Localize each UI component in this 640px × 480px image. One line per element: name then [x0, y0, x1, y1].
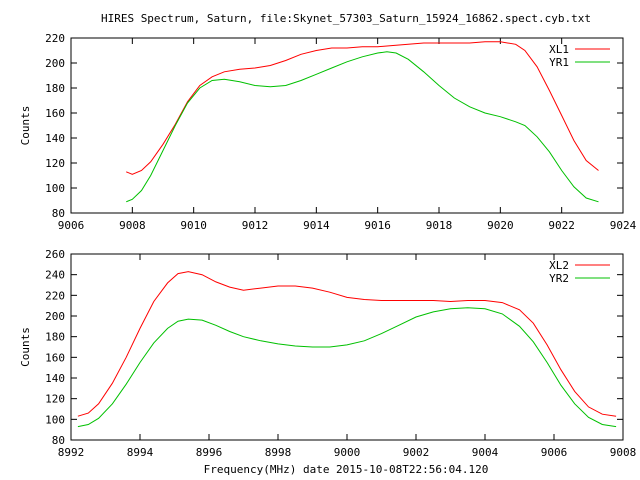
y-axis-label: Counts [19, 327, 32, 367]
y-tick-label: 260 [45, 248, 65, 261]
series-line-xl1 [126, 41, 599, 175]
x-tick-label: 9016 [364, 219, 391, 232]
plot-frame [70, 37, 624, 214]
series-line-yr2 [77, 307, 617, 428]
y-tick-label: 120 [45, 157, 65, 170]
y-tick-label: 80 [52, 207, 65, 220]
x-tick-label: 9008 [119, 219, 146, 232]
x-tick-label: 8994 [127, 446, 154, 459]
x-tick-label: 9006 [541, 446, 568, 459]
y-tick-label: 120 [45, 393, 65, 406]
x-tick-label: 9014 [303, 219, 330, 232]
x-tick-label: 9020 [487, 219, 514, 232]
x-tick-label: 9008 [610, 446, 637, 459]
y-tick-label: 240 [45, 269, 65, 282]
y-tick-label: 200 [45, 57, 65, 70]
x-tick-label: 9024 [610, 219, 637, 232]
x-tick-label: 9000 [334, 446, 361, 459]
chart-title: HIRES Spectrum, Saturn, file:Skynet_5730… [101, 12, 591, 25]
legend-label: XL2 [549, 259, 569, 272]
legend-label: YR2 [549, 272, 569, 285]
y-tick-label: 180 [45, 331, 65, 344]
legend-label: YR1 [549, 56, 569, 69]
y-tick-label: 100 [45, 413, 65, 426]
series-line-xl2 [77, 271, 617, 417]
y-tick-label: 160 [45, 351, 65, 364]
x-tick-label: 9022 [548, 219, 575, 232]
y-tick-label: 80 [52, 434, 65, 447]
series-line-yr1 [126, 51, 599, 203]
bottom-panel: 8992 8994 8996 8998 9000 9002 9004 9006 9008 80 10… [19, 248, 636, 459]
x-axis-label: Frequency(MHz) date 2015-10-08T22:56:04.… [204, 463, 489, 476]
x-tick-label: 9018 [426, 219, 453, 232]
y-axis-label: Counts [19, 106, 32, 146]
y-tick-label: 220 [45, 289, 65, 302]
x-tick-label: 9006 [58, 219, 85, 232]
plot-frame [70, 253, 624, 441]
x-tick-label: 8996 [196, 446, 223, 459]
top-panel: 9006 9008 9010 9012 9014 9016 9018 9020 9022 9024… [19, 32, 637, 232]
y-tick-label: 140 [45, 132, 65, 145]
y-tick-label: 200 [45, 310, 65, 323]
y-tick-label: 100 [45, 182, 65, 195]
x-tick-label: 9012 [242, 219, 269, 232]
y-tick-label: 160 [45, 107, 65, 120]
legend-label: XL1 [549, 43, 569, 56]
y-tick-label: 220 [45, 32, 65, 45]
x-tick-label: 9010 [180, 219, 207, 232]
x-tick-label: 8992 [58, 446, 85, 459]
y-tick-label: 180 [45, 82, 65, 95]
x-tick-label: 9004 [472, 446, 499, 459]
y-tick-label: 140 [45, 372, 65, 385]
x-tick-label: 8998 [265, 446, 292, 459]
x-tick-label: 9002 [403, 446, 430, 459]
